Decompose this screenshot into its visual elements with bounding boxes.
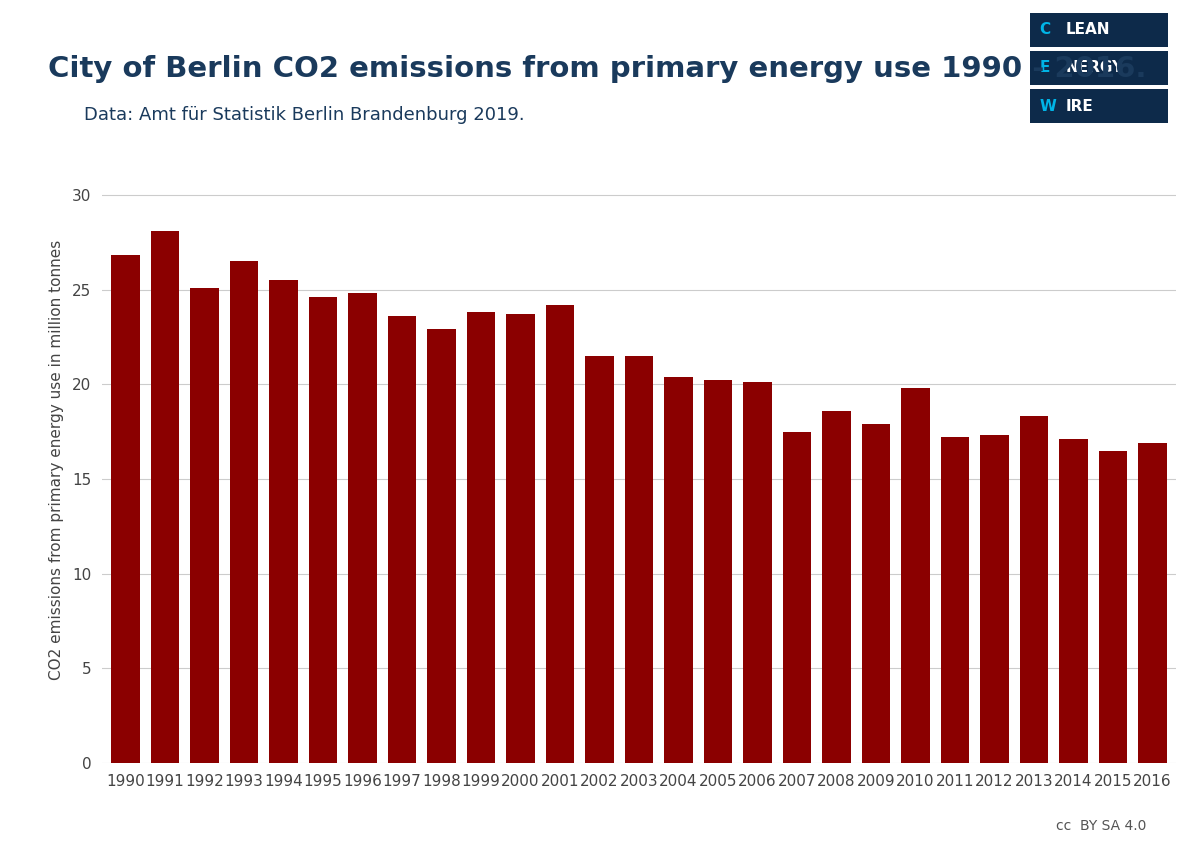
- FancyBboxPatch shape: [1030, 89, 1168, 123]
- FancyBboxPatch shape: [1030, 13, 1168, 47]
- Text: IRE: IRE: [1066, 98, 1093, 114]
- Bar: [388, 316, 416, 763]
- Bar: [980, 435, 1008, 763]
- Bar: [506, 314, 535, 763]
- Bar: [427, 329, 456, 763]
- Text: Data: Amt für Statistik Berlin Brandenburg 2019.: Data: Amt für Statistik Berlin Brandenbu…: [84, 106, 524, 124]
- Bar: [743, 382, 772, 763]
- Bar: [1099, 450, 1127, 763]
- Bar: [941, 438, 970, 763]
- Bar: [546, 304, 575, 763]
- Y-axis label: CO2 emissions from primary energy use in million tonnes: CO2 emissions from primary energy use in…: [49, 240, 64, 680]
- Bar: [822, 410, 851, 763]
- Text: W: W: [1039, 98, 1056, 114]
- Bar: [1020, 416, 1048, 763]
- FancyBboxPatch shape: [1030, 51, 1168, 85]
- Bar: [862, 424, 890, 763]
- Bar: [1060, 439, 1087, 763]
- Text: E: E: [1039, 60, 1050, 75]
- Bar: [703, 381, 732, 763]
- Text: City of Berlin CO2 emissions from primary energy use 1990 - 2016.: City of Berlin CO2 emissions from primar…: [48, 55, 1146, 83]
- Bar: [782, 432, 811, 763]
- Bar: [586, 356, 613, 763]
- Bar: [901, 388, 930, 763]
- Bar: [308, 297, 337, 763]
- Bar: [191, 287, 218, 763]
- Bar: [230, 261, 258, 763]
- Text: C: C: [1039, 22, 1050, 37]
- Text: LEAN: LEAN: [1066, 22, 1110, 37]
- Text: NERGY: NERGY: [1066, 60, 1123, 75]
- Bar: [348, 293, 377, 763]
- Bar: [1138, 443, 1166, 763]
- Bar: [625, 356, 653, 763]
- Bar: [665, 377, 692, 763]
- Text: cc  BY SA 4.0: cc BY SA 4.0: [1056, 818, 1146, 833]
- Bar: [270, 280, 298, 763]
- Bar: [467, 312, 496, 763]
- Bar: [151, 231, 179, 763]
- Bar: [112, 255, 140, 763]
